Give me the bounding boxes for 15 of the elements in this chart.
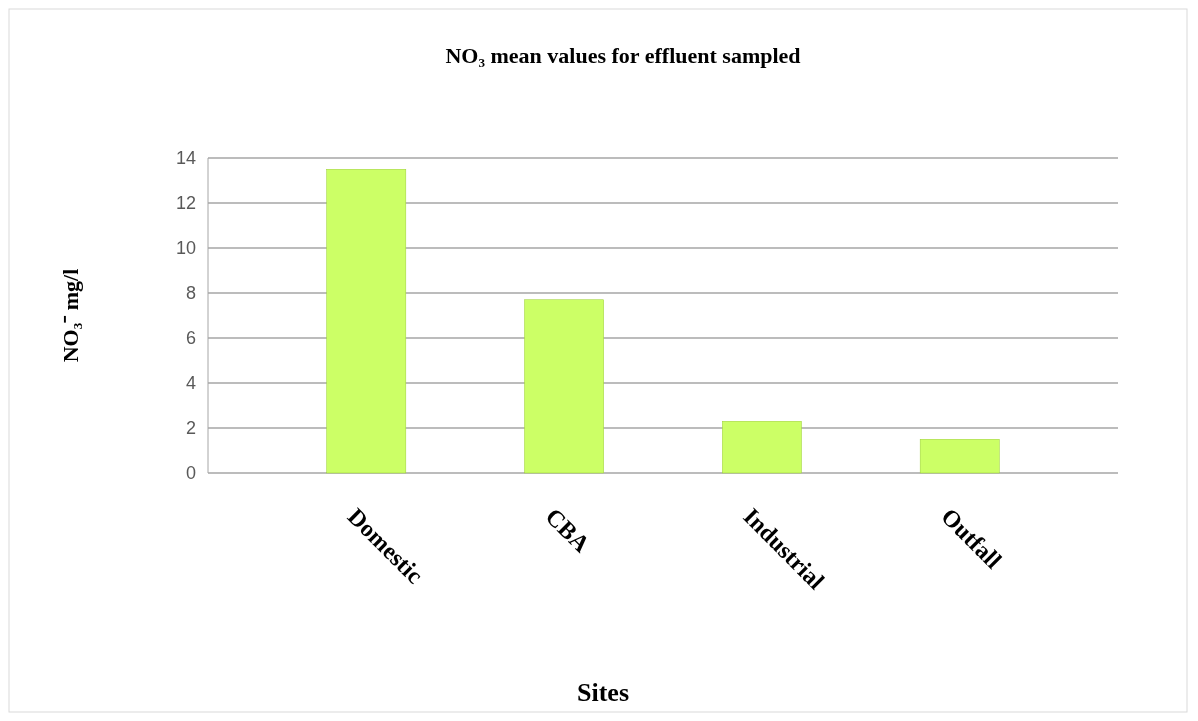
y-tick-label: 10 [175, 238, 196, 259]
y-tick-label: 12 [175, 193, 196, 214]
bar [722, 421, 802, 474]
y-axis-title: NO₃⁻ mg/l [58, 268, 83, 363]
bar [919, 439, 1000, 474]
y-tick-label: 6 [185, 328, 196, 349]
x-axis-title: Sites [577, 678, 629, 707]
y-tick-label: 0 [185, 463, 196, 484]
bar [524, 299, 604, 474]
chart-title: NO₃ mean values for effluent sampled [445, 43, 801, 68]
bar [326, 169, 407, 474]
y-tick-label: 8 [185, 283, 196, 304]
y-tick-label: 4 [185, 373, 196, 394]
y-tick-label: 14 [175, 148, 196, 169]
y-tick-label: 2 [185, 418, 196, 439]
